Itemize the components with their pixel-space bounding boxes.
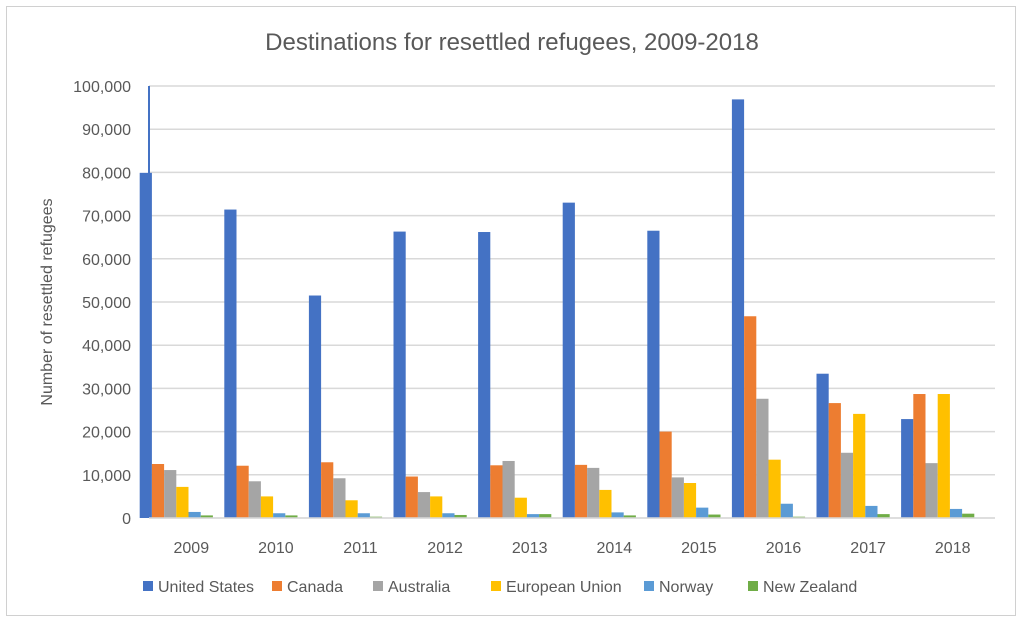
bar-canada-2014 — [574, 464, 588, 518]
bar-new-zealand-2009 — [200, 515, 213, 518]
y-tick-label: 0 — [122, 511, 131, 528]
legend-swatch-new-zealand — [748, 581, 758, 591]
bar-canada-2013 — [490, 465, 503, 518]
y-tick-label: 100,000 — [73, 79, 131, 96]
bar-european-union-2013 — [514, 497, 527, 518]
bar-australia-2010 — [248, 481, 261, 518]
bar-new-zealand-2015 — [708, 514, 721, 518]
bar-european-union-2018 — [937, 394, 950, 518]
bar-united-states-2015 — [647, 230, 660, 518]
bar-australia-2016 — [756, 398, 769, 518]
bar-norway-2009 — [188, 511, 201, 518]
bar-australia-2015 — [671, 477, 684, 518]
bar-australia-2014 — [587, 467, 600, 518]
x-tick-label: 2013 — [512, 540, 548, 557]
bar-united-states-2009 — [139, 172, 152, 518]
y-tick-label: 80,000 — [82, 165, 131, 182]
legend-label: Canada — [287, 579, 343, 596]
bar-european-union-2014 — [599, 489, 612, 518]
bar-united-states-2018 — [901, 419, 914, 518]
y-tick-label: 90,000 — [82, 122, 131, 139]
legend-label: Australia — [388, 579, 450, 596]
bar-united-states-2017 — [816, 373, 829, 518]
x-tick-label: 2016 — [766, 540, 802, 557]
y-tick-label: 10,000 — [82, 468, 131, 485]
y-tick-label: 30,000 — [82, 381, 131, 398]
bar-new-zealand-2014 — [623, 515, 636, 518]
legend-swatch-australia — [373, 581, 383, 591]
legend-label: European Union — [506, 579, 622, 596]
bar-canada-2015 — [659, 431, 672, 518]
bar-united-states-2010 — [224, 209, 237, 518]
bar-new-zealand-2013 — [539, 514, 552, 518]
chart-frame — [6, 6, 1016, 616]
x-tick-label: 2012 — [427, 540, 463, 557]
y-tick-label: 20,000 — [82, 425, 131, 442]
legend-label: Norway — [659, 579, 713, 596]
x-tick-label: 2015 — [681, 540, 717, 557]
y-tick-label: 70,000 — [82, 209, 131, 226]
bar-australia-2018 — [925, 463, 938, 518]
bar-united-states-2012 — [393, 231, 406, 519]
legend-label: New Zealand — [763, 579, 857, 596]
bar-canada-2011 — [321, 462, 334, 518]
bar-united-states-2014 — [562, 202, 575, 518]
x-tick-label: 2009 — [174, 540, 210, 557]
bar-norway-2010 — [273, 513, 286, 518]
bar-norway-2017 — [865, 505, 878, 518]
bar-australia-2017 — [840, 452, 854, 518]
legend-swatch-united-states — [143, 581, 153, 591]
bar-european-union-2011 — [345, 500, 358, 518]
y-tick-label: 50,000 — [82, 295, 131, 312]
bar-australia-2009 — [164, 470, 177, 518]
bar-canada-2018 — [913, 394, 926, 518]
bar-european-union-2016 — [768, 459, 781, 518]
x-tick-label: 2010 — [258, 540, 294, 557]
bar-canada-2016 — [744, 316, 757, 518]
bar-australia-2012 — [417, 492, 431, 518]
bar-new-zealand-2012 — [454, 514, 467, 518]
bar-new-zealand-2017 — [877, 514, 890, 518]
x-tick-label: 2017 — [850, 540, 886, 557]
y-tick-label: 60,000 — [82, 252, 131, 269]
bar-norway-2013 — [526, 514, 540, 518]
legend-swatch-canada — [272, 581, 282, 591]
bar-european-union-2015 — [683, 483, 697, 518]
bar-australia-2011 — [333, 478, 346, 518]
bar-canada-2012 — [405, 476, 418, 518]
bar-european-union-2012 — [430, 496, 443, 518]
y-tick-label: 40,000 — [82, 338, 131, 355]
bar-european-union-2017 — [853, 413, 866, 518]
bar-canada-2010 — [236, 465, 249, 518]
x-tick-label: 2018 — [935, 540, 971, 557]
bar-norway-2014 — [611, 512, 624, 518]
x-tick-label: 2014 — [597, 540, 633, 557]
bar-norway-2011 — [357, 513, 370, 518]
legend-label: United States — [158, 579, 254, 596]
chart-title: Destinations for resettled refugees, 200… — [265, 29, 759, 56]
y-axis-label: Number of resettled refugees — [39, 198, 56, 405]
bar-canada-2009 — [151, 464, 165, 518]
bar-norway-2015 — [696, 507, 709, 518]
bar-united-states-2016 — [731, 99, 745, 518]
bar-new-zealand-2010 — [285, 515, 298, 518]
bar-new-zealand-2018 — [962, 513, 975, 518]
legend-swatch-norway — [644, 581, 654, 591]
bar-norway-2018 — [949, 508, 963, 518]
bar-norway-2012 — [442, 513, 455, 518]
bar-canada-2017 — [828, 403, 841, 518]
bar-european-union-2010 — [260, 496, 274, 518]
x-tick-label: 2011 — [343, 540, 378, 557]
bar-european-union-2009 — [176, 486, 189, 518]
bar-norway-2016 — [780, 503, 793, 518]
bar-united-states-2011 — [308, 295, 322, 518]
legend-swatch-european-union — [491, 581, 501, 591]
bar-united-states-2013 — [478, 232, 491, 519]
bar-australia-2013 — [502, 460, 515, 518]
